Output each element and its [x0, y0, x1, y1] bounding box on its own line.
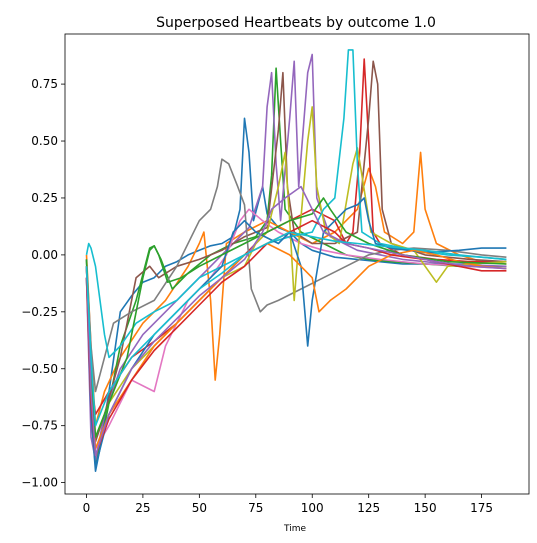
series-line-15 [85, 231, 507, 427]
series-line-0 [85, 117, 507, 472]
series-line-5 [85, 60, 507, 443]
x-tick-label: 0 [83, 501, 91, 515]
x-axis-ticks: 0 25 50 75 100 125 150 175 [83, 494, 493, 515]
y-tick-label: −0.25 [21, 305, 58, 319]
x-tick-label: 75 [248, 501, 263, 515]
x-tick-label: 150 [414, 501, 437, 515]
y-tick-label: 0.25 [31, 191, 58, 205]
x-tick-label: 175 [470, 501, 493, 515]
series-line-6 [85, 208, 507, 450]
x-tick-label: 100 [301, 501, 324, 515]
y-tick-label: 0.75 [31, 77, 58, 91]
x-axis-label: Time [283, 524, 306, 534]
y-tick-label: −1.00 [21, 476, 58, 490]
x-tick-label: 50 [192, 501, 207, 515]
series-layer [85, 49, 507, 472]
x-tick-label: 25 [135, 501, 150, 515]
y-tick-label: 0.50 [31, 134, 58, 148]
y-axis-ticks: −1.00 −0.75 −0.50 −0.25 0.00 0.25 0.50 0.75 [21, 77, 65, 490]
series-line-14 [85, 185, 507, 457]
chart-title: Superposed Heartbeats by outcome 1.0 [156, 15, 436, 31]
y-tick-label: −0.50 [21, 362, 58, 376]
x-tick-label: 125 [357, 501, 380, 515]
series-line-7 [85, 158, 507, 393]
plot-frame [64, 33, 530, 495]
y-tick-label: 0.00 [31, 248, 58, 262]
y-tick-label: −0.75 [21, 419, 58, 433]
series-line-12 [85, 197, 507, 438]
